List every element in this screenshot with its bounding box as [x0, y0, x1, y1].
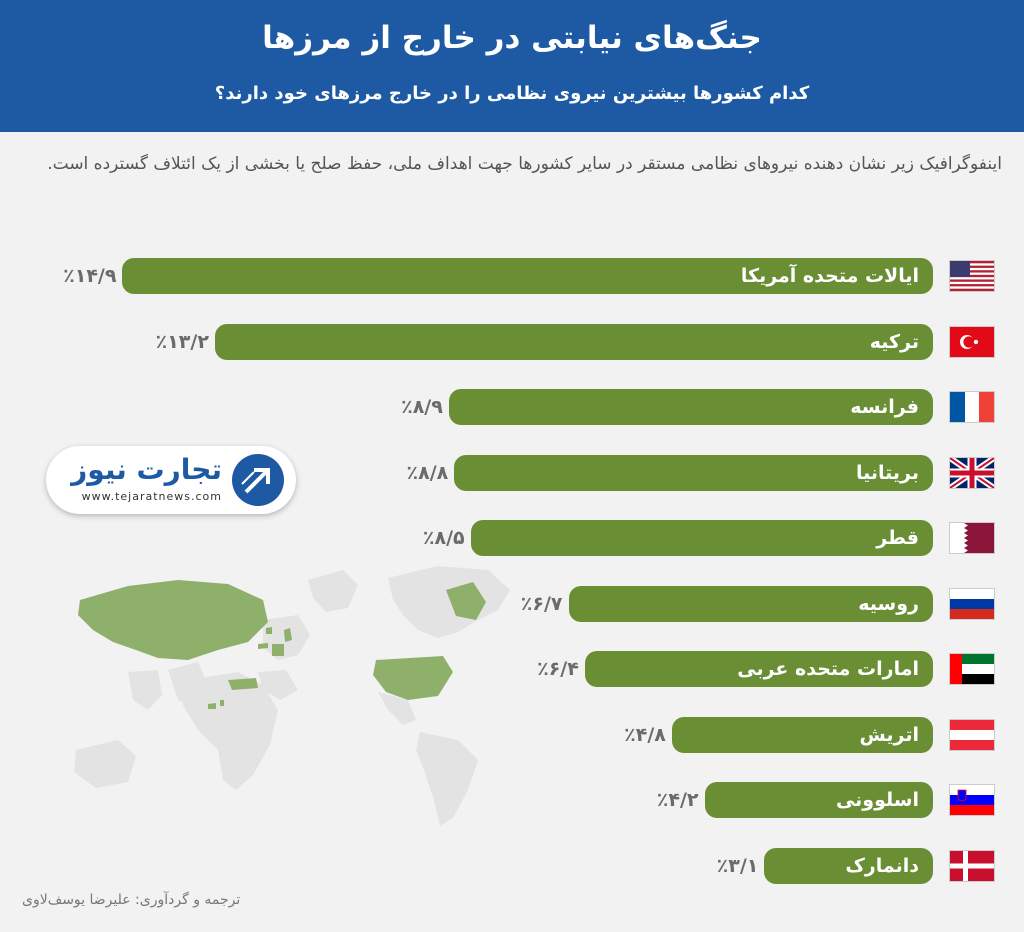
bar-label: بریتانیا — [855, 461, 919, 484]
map-south-america — [416, 732, 478, 826]
logo-mark-icon — [232, 454, 284, 506]
value-label: ٪۴/۸ — [624, 723, 666, 746]
austria-flag-icon — [949, 718, 995, 751]
map-austria — [258, 643, 268, 649]
map-alaska — [446, 582, 486, 620]
bar-label: اتریش — [859, 723, 919, 746]
world-map — [74, 566, 510, 826]
map-south-asia — [168, 662, 208, 710]
value-label: ٪۶/۴ — [537, 658, 579, 680]
logo-url: www.tejaratnews.com — [81, 490, 222, 503]
turkey-flag-icon — [949, 325, 995, 358]
map-russia — [78, 580, 268, 660]
map-denmark — [266, 627, 272, 634]
map-southeast-asia — [128, 670, 162, 710]
bar-label: امارات متحده عربی — [737, 658, 919, 680]
map-turkey — [228, 678, 258, 690]
logo-name: تجارت نیوز — [71, 453, 222, 486]
value-label: ٪۳/۱ — [716, 854, 759, 877]
us-flag-icon — [949, 260, 995, 292]
map-uk — [284, 628, 292, 642]
bar-8: اسلوونی — [704, 782, 933, 818]
russia-flag-icon — [949, 587, 995, 620]
page-title: جنگ‌های نیابتی در خارج از مرزها — [262, 20, 762, 56]
bar-4: قطر — [470, 520, 933, 556]
bar-label: ترکیه — [869, 330, 919, 353]
value-label: ٪۴/۲ — [656, 789, 699, 811]
value-label: ٪۱۴/۹ — [63, 265, 117, 287]
bar-1: ترکیه — [214, 323, 933, 360]
bar-label: فرانسه — [850, 396, 919, 418]
bar-7: اتریش — [671, 716, 933, 753]
map-france — [272, 644, 284, 656]
bar-5: روسیه — [568, 585, 933, 622]
map-usa — [373, 656, 453, 700]
map-middle-east — [258, 670, 298, 700]
value-label: ٪۶/۷ — [520, 592, 563, 615]
intro-text: اینفوگرافیک زیر نشان دهنده نیروهای نظامی… — [47, 154, 1002, 174]
map-greenland — [308, 570, 358, 612]
qatar-flag-icon — [949, 522, 995, 554]
bar-label: دانمارک — [845, 854, 919, 877]
bar-label: ایالات متحده آمریکا — [740, 265, 919, 287]
value-label: ٪۸/۹ — [401, 396, 443, 418]
map-qatar — [220, 700, 224, 706]
bar-3: بریتانیا — [454, 454, 933, 491]
map-mexico — [378, 692, 416, 725]
bar-label: قطر — [876, 527, 919, 549]
bar-2: فرانسه — [448, 389, 933, 425]
slovenia-flag-icon — [949, 784, 995, 816]
page-subtitle: کدام کشورها بیشترین نیروی نظامی را در خا… — [214, 83, 810, 104]
france-flag-icon — [949, 391, 995, 423]
bar-label: روسیه — [858, 592, 919, 615]
brand-logo: تجارت نیوز www.tejaratnews.com — [46, 446, 296, 514]
map-canada — [388, 566, 510, 638]
value-label: ٪۸/۸ — [406, 461, 449, 484]
bar-0: ایالات متحده آمریکا — [122, 258, 933, 294]
bar-6: امارات متحده عربی — [584, 651, 933, 687]
value-label: ٪۱۳/۲ — [155, 330, 209, 353]
denmark-flag-icon — [949, 849, 995, 882]
map-australia — [74, 740, 136, 788]
credit-text: ترجمه و گردآوری: علیرضا یوسف‌لاوی — [22, 892, 241, 908]
bar-label: اسلوونی — [835, 789, 919, 811]
header-banner: جنگ‌های نیابتی در خارج از مرزها کدام کشو… — [0, 0, 1024, 132]
uae-flag-icon — [949, 653, 995, 685]
uk-flag-icon — [949, 456, 995, 489]
map-uae — [208, 703, 216, 709]
bar-9: دانمارک — [764, 847, 933, 884]
map-africa — [183, 672, 278, 790]
value-label: ٪۸/۵ — [422, 527, 465, 549]
